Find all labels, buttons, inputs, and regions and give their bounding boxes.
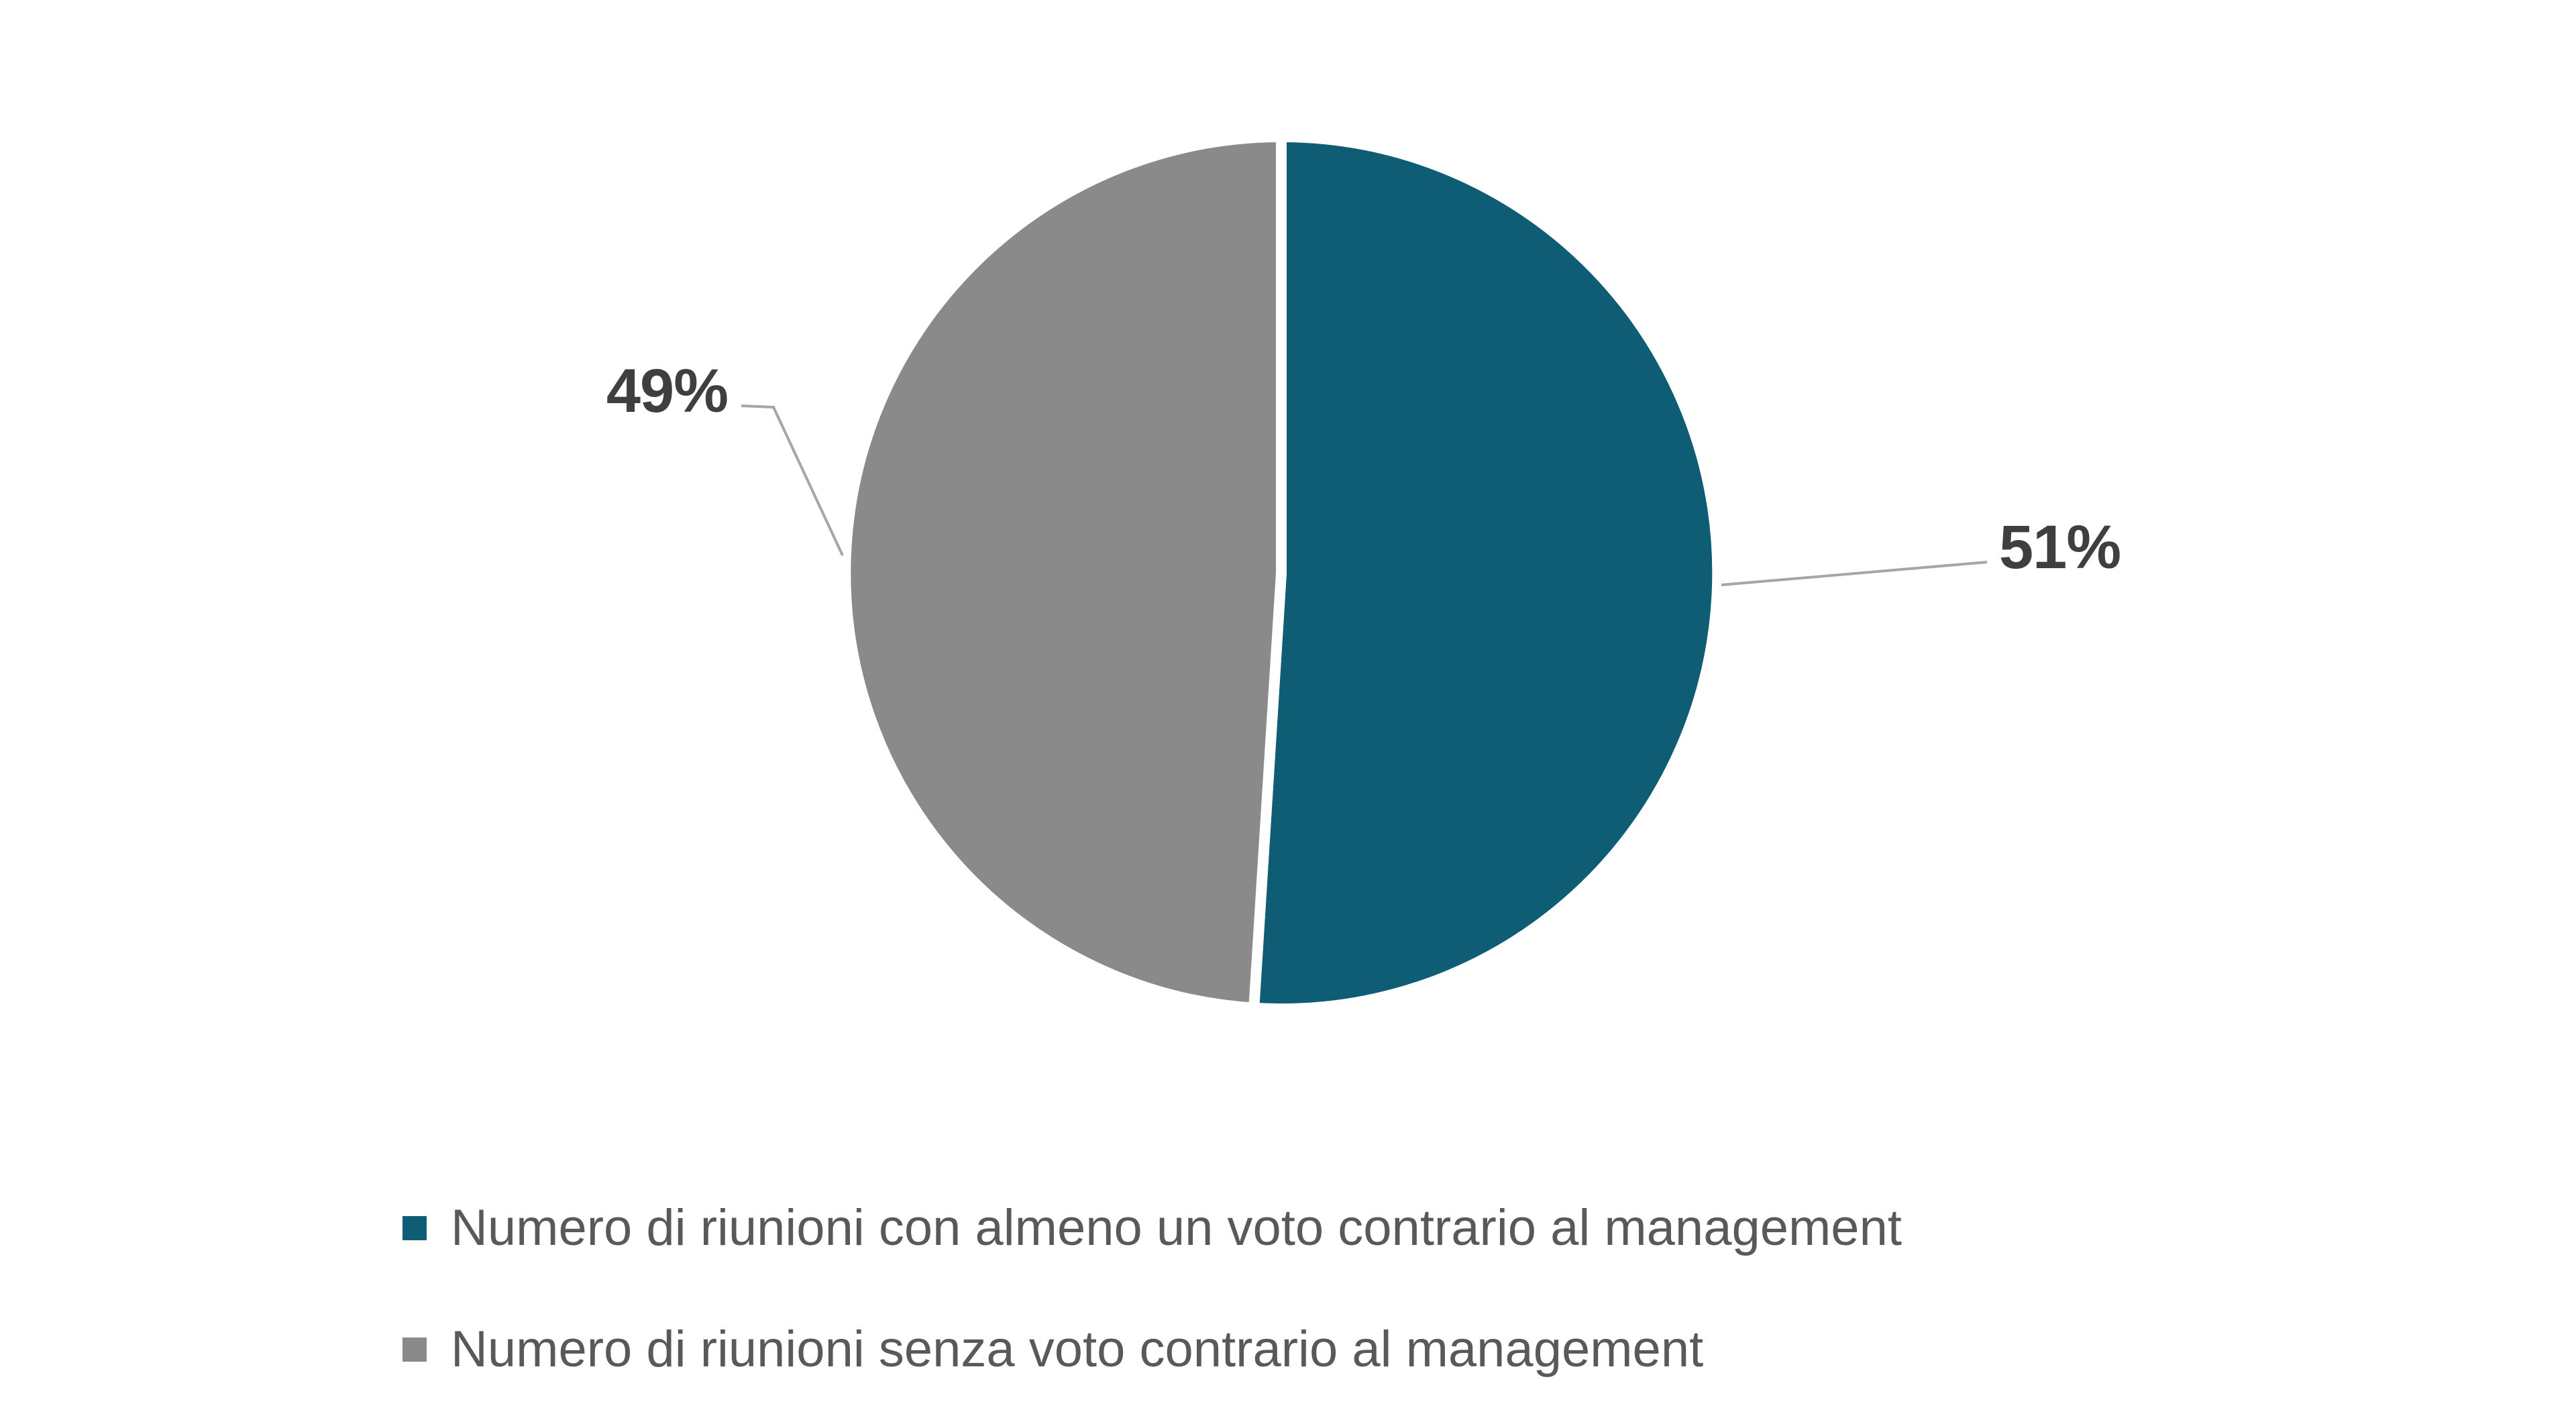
legend-item-voto-contrario: Numero di riunioni con almeno un voto co…: [402, 1199, 1902, 1257]
pie-slice-49%: [840, 131, 1287, 1014]
leader-line-51-percent: [1721, 561, 1988, 586]
chart-legend: Numero di riunioni con almeno un voto co…: [402, 1199, 1902, 1378]
pie-slice-51%: [1248, 131, 1723, 1014]
legend-label-voto-contrario: Numero di riunioni con almeno un voto co…: [451, 1199, 1902, 1256]
pie-slices-group: [840, 131, 1723, 1014]
leader-line-49-percent: [741, 404, 844, 556]
data-label-49-percent: 49%: [606, 357, 729, 425]
legend-swatch-gray-icon: [402, 1337, 427, 1362]
data-label-51-percent: 51%: [1999, 513, 2121, 582]
legend-item-senza-voto: Numero di riunioni senza voto contrario …: [402, 1320, 1902, 1378]
legend-label-senza-voto: Numero di riunioni senza voto contrario …: [451, 1320, 1704, 1378]
legend-swatch-teal-icon: [402, 1215, 427, 1240]
